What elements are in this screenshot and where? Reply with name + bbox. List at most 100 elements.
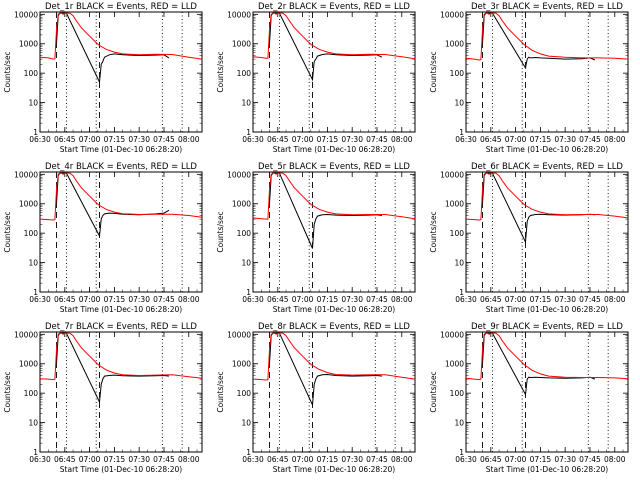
x-tick-label: 07:15: [104, 295, 126, 304]
x-tick-label: 06:30: [242, 135, 264, 144]
y-tick-label: 1000: [445, 200, 464, 209]
x-tick-label: 07:15: [104, 135, 126, 144]
series-line-events: [482, 332, 596, 397]
y-axis-title: Counts/sec: [216, 211, 225, 252]
y-tick-label: 1: [33, 128, 38, 137]
plot-frame: [39, 171, 203, 293]
x-tick-label: 06:45: [480, 295, 502, 304]
y-tick-label: 10: [28, 99, 38, 108]
y-tick-label: 10: [454, 99, 464, 108]
x-tick-label: 07:00: [79, 295, 101, 304]
y-tick-label: 100: [237, 229, 252, 238]
x-tick-label: 08:00: [178, 295, 200, 304]
y-axis-title: Counts/sec: [3, 211, 12, 252]
y-tick-label: 1000: [445, 360, 464, 369]
x-tick-label: 07:45: [153, 295, 175, 304]
y-tick-label: 10000: [440, 330, 464, 339]
chart-title: Det_2r BLACK = Events, RED = LLD: [258, 2, 410, 12]
x-tick-label: 06:45: [267, 135, 289, 144]
x-tick-label: 06:45: [54, 295, 76, 304]
x-tick-label: 06:30: [29, 295, 51, 304]
y-tick-label: 1: [459, 448, 464, 457]
y-tick-label: 100: [450, 69, 465, 78]
y-tick-label: 10: [28, 419, 38, 428]
series-line-lld: [253, 172, 415, 220]
series-line-lld: [40, 332, 202, 381]
x-tick-label: 07:15: [530, 135, 552, 144]
y-axis-title: Counts/sec: [3, 371, 12, 412]
x-tick-label: 06:30: [29, 135, 51, 144]
x-tick-label: 07:00: [292, 455, 314, 464]
plot-frame: [252, 11, 416, 133]
y-tick-label: 1000: [232, 200, 251, 209]
y-tick-label: 1: [246, 448, 251, 457]
x-tick-label: 07:30: [341, 135, 363, 144]
series-line-events: [269, 12, 383, 82]
y-tick-label: 1000: [232, 360, 251, 369]
y-tick-label: 100: [237, 389, 252, 398]
x-tick-label: 07:30: [554, 455, 576, 464]
x-tick-label: 07:45: [366, 295, 388, 304]
x-tick-label: 07:45: [153, 135, 175, 144]
chart-title: Det_1r BLACK = Events, RED = LLD: [45, 2, 197, 12]
x-axis-title: Start Time (01-Dec-10 06:28:20): [60, 145, 182, 154]
y-tick-label: 1000: [19, 360, 38, 369]
x-tick-label: 07:45: [366, 135, 388, 144]
x-tick-label: 07:15: [104, 455, 126, 464]
x-tick-label: 06:30: [455, 295, 477, 304]
y-tick-label: 10: [241, 419, 251, 428]
x-tick-label: 07:00: [79, 455, 101, 464]
series-line-events: [56, 12, 170, 84]
x-tick-label: 07:15: [317, 455, 339, 464]
plot-frame: [465, 171, 629, 293]
x-tick-label: 08:00: [604, 135, 626, 144]
series-line-events: [482, 172, 595, 244]
x-tick-label: 07:15: [317, 295, 339, 304]
series-line-events: [56, 332, 169, 404]
x-tick-label: 08:00: [391, 295, 413, 304]
y-tick-label: 10000: [227, 330, 251, 339]
chart-panel-9: Det_9r BLACK = Events, RED = LLD 1 10 100 10…: [429, 322, 629, 474]
y-tick-label: 1: [246, 128, 251, 137]
chart-title: Det_7r BLACK = Events, RED = LLD: [45, 322, 197, 332]
chart-panel-5: Det_5r BLACK = Events, RED = LLD 1 10 100 10…: [216, 162, 416, 314]
y-tick-label: 100: [450, 229, 465, 238]
x-tick-label: 08:00: [391, 455, 413, 464]
x-tick-label: 06:30: [242, 295, 264, 304]
y-tick-label: 10: [241, 259, 251, 268]
x-axis-title: Start Time (01-Dec-10 06:28:20): [486, 145, 608, 154]
x-tick-label: 06:30: [455, 455, 477, 464]
chart-panel-4: Det_4r BLACK = Events, RED = LLD 1 10 100 10…: [3, 162, 203, 314]
x-tick-label: 07:45: [153, 455, 175, 464]
x-axis-title: Start Time (01-Dec-10 06:28:20): [273, 305, 395, 314]
y-axis-title: Counts/sec: [429, 371, 438, 412]
x-tick-label: 07:30: [128, 295, 150, 304]
y-tick-label: 10: [241, 99, 251, 108]
chart-title: Det_8r BLACK = Events, RED = LLD: [258, 322, 410, 332]
x-axis-title: Start Time (01-Dec-10 06:28:20): [60, 305, 182, 314]
x-tick-label: 08:00: [178, 135, 200, 144]
x-tick-label: 07:45: [579, 135, 601, 144]
series-line-lld: [466, 172, 628, 221]
y-tick-label: 10000: [227, 10, 251, 19]
x-tick-label: 07:00: [505, 135, 527, 144]
series-line-lld: [466, 12, 628, 61]
chart-title: Det_3r BLACK = Events, RED = LLD: [471, 2, 623, 12]
y-axis-title: Counts/sec: [216, 51, 225, 92]
y-tick-label: 1: [33, 448, 38, 457]
series-line-lld: [253, 332, 415, 381]
x-axis-title: Start Time (01-Dec-10 06:28:20): [273, 465, 395, 474]
x-tick-label: 06:45: [267, 295, 289, 304]
chart-panel-3: Det_3r BLACK = Events, RED = LLD 1 10 100 10…: [429, 2, 629, 154]
x-tick-label: 07:30: [554, 135, 576, 144]
x-tick-label: 07:45: [579, 455, 601, 464]
x-axis-title: Start Time (01-Dec-10 06:28:20): [273, 145, 395, 154]
x-tick-label: 07:00: [505, 295, 527, 304]
y-tick-label: 1: [459, 128, 464, 137]
x-tick-label: 08:00: [391, 135, 413, 144]
x-tick-label: 08:00: [178, 455, 200, 464]
x-tick-label: 06:45: [54, 455, 76, 464]
plot-frame: [252, 171, 416, 293]
y-tick-label: 1: [459, 288, 464, 297]
